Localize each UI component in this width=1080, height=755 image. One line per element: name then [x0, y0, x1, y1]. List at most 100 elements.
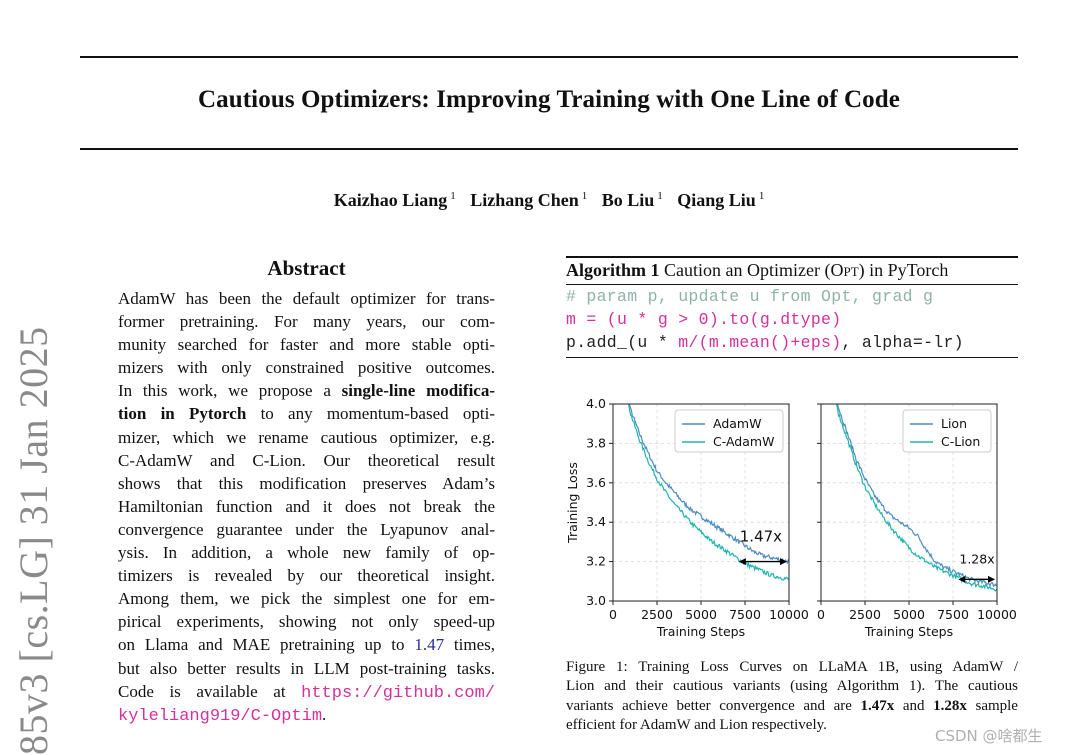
- caption-run: and: [894, 697, 934, 714]
- speedup-label: 1.47x: [740, 528, 782, 546]
- abstract-bold-run: single-line modifica-: [341, 381, 495, 401]
- author: Qiang Liu 1: [677, 190, 764, 210]
- bottom-rule: [80, 148, 1018, 150]
- author-name: Qiang Liu: [677, 190, 756, 210]
- abstract-line: AdamW has been the default optimizer for…: [118, 289, 495, 308]
- author: Bo Liu 1: [602, 190, 663, 210]
- training-loss-figure: 0 2500 5000 7500 10000 3.0 3.2 3.4 3.6 3.8 4.0 Trai…: [558, 392, 1028, 642]
- x-tick-label: 2500: [641, 607, 673, 622]
- series-line-adamw: [628, 404, 789, 565]
- abstract-line: on Llama and MAE pretraining up to 1.47 …: [118, 633, 495, 656]
- arxiv-stamp: 85v3 [cs.LG] 31 Jan 2025: [11, 326, 56, 755]
- caption-bold: 1.28x: [933, 697, 967, 714]
- abstract-line: Code is available at https://github.com/: [118, 680, 495, 703]
- abstract-line: Hamiltonian function and it does not bre…: [118, 496, 495, 516]
- caption-run: variants achieve better convergence and …: [566, 697, 861, 714]
- abstract-line: pirical experiments, showing not only sp…: [118, 612, 495, 632]
- x-tick-label: 0: [609, 607, 617, 622]
- affiliation-mark: 1: [657, 190, 663, 202]
- x-tick-label: 0: [817, 607, 825, 622]
- caption-line: Lion and their cautious variants (using …: [566, 678, 1018, 695]
- legend-label-lion: Lion: [941, 416, 967, 431]
- caption-line: variants achieve better convergence and …: [566, 697, 1018, 716]
- speedup-label: 1.28x: [959, 551, 994, 566]
- abstract-text-run: to any momentum-based opti-: [246, 404, 495, 424]
- top-rule: [80, 56, 1018, 58]
- author-list: Kaizhao Liang 1 Lizhang Chen 1 Bo Liu 1 Qia…: [80, 190, 1018, 211]
- x-tick-label: 2500: [849, 607, 881, 622]
- algorithm-caption-text: ) in PyTorch: [858, 260, 949, 280]
- abstract-line: mizers with only constrained positive ou…: [118, 358, 495, 378]
- algorithm-box: Algorithm 1 Caution an Optimizer (Opt) i…: [566, 256, 1018, 358]
- algorithm-bottom-rule: [566, 357, 1018, 358]
- x-axis-label: Training Steps: [864, 624, 953, 639]
- speedup-arrow-head-left: [738, 558, 746, 566]
- code-run-highlight: m/(m.mean()+eps): [678, 333, 842, 352]
- x-tick-label: 10000: [769, 607, 809, 622]
- speedup-number: 1.47: [414, 635, 445, 655]
- caption-bold: 1.47x: [860, 697, 895, 714]
- series-line-c-adamw: [628, 404, 789, 581]
- affiliation-mark: 1: [450, 190, 456, 202]
- paper-title: Cautious Optimizers: Improving Training …: [198, 86, 900, 113]
- abstract-line: former pretraining. For many years, our …: [118, 312, 495, 332]
- author: Kaizhao Liang 1: [334, 190, 456, 210]
- algorithm-mid-rule: [566, 284, 1018, 285]
- caption-run: sample: [966, 697, 1018, 714]
- y-tick-label: 3.4: [586, 514, 606, 529]
- x-tick-label: 7500: [937, 607, 969, 622]
- author: Lizhang Chen 1: [470, 190, 587, 210]
- github-link-continued[interactable]: kyleliang919/C-Optim: [118, 706, 323, 726]
- abstract-line: ysis. In addition, a whole new family of…: [118, 543, 495, 563]
- code-line-mask: m = (u * g > 0).to(g.dtype): [566, 310, 842, 329]
- abstract-line: but also better results in LLM post-trai…: [118, 658, 495, 678]
- abstract-text: AdamW has been the default optimizer for…: [118, 287, 495, 726]
- abstract-text-run: Code is available at: [118, 681, 302, 701]
- abstract-text-run: .: [322, 704, 327, 724]
- y-tick-label: 3.8: [586, 435, 606, 450]
- x-tick-label: 10000: [977, 607, 1017, 622]
- algorithm-label: Algorithm 1: [566, 260, 660, 280]
- abstract-text-run: In this work, we propose a: [118, 381, 342, 401]
- caption-line: efficient for AdamW and Lion respectivel…: [566, 717, 827, 734]
- code-line-update: p.add_(u * m/(m.mean()+eps), alpha=-lr): [566, 331, 1018, 354]
- abstract-line: tion in Pytorch to any momentum-based op…: [118, 402, 495, 425]
- abstract-line: In this work, we propose a single-line m…: [118, 379, 495, 402]
- abstract-line: shows that this modification preserves A…: [118, 473, 495, 493]
- speedup-arrow-head-left: [958, 575, 966, 583]
- algorithm-top-rule: [566, 256, 1018, 258]
- algorithm-caption-text: Caution an Optimizer (: [659, 260, 831, 280]
- github-link[interactable]: https://github.com/: [301, 683, 495, 703]
- legend-label-c-adamw: C-AdamW: [713, 434, 774, 449]
- abstract-bold-run: tion in Pytorch: [118, 404, 247, 424]
- affiliation-mark: 1: [581, 190, 588, 202]
- legend-label-c-lion: C-Lion: [941, 434, 980, 449]
- code-run: , alpha=-lr): [841, 333, 964, 352]
- abstract-line: timizers is revealed by our theoretical …: [118, 566, 495, 586]
- speedup-arrow-head-right: [988, 575, 995, 583]
- author-name: Lizhang Chen: [470, 190, 579, 210]
- y-tick-label: 3.2: [586, 554, 606, 569]
- y-tick-label: 3.0: [586, 593, 606, 608]
- abstract-line: convergence guarantee under the Lyapunov…: [118, 519, 495, 539]
- author-name: Kaizhao Liang: [333, 190, 448, 210]
- x-tick-label: 7500: [729, 607, 761, 622]
- speedup-arrow-head-right: [780, 558, 787, 566]
- series-line-c-lion: [836, 404, 997, 592]
- algorithm-caption: Algorithm 1 Caution an Optimizer (Opt) i…: [566, 258, 1018, 281]
- loss-charts-svg: 0 2500 5000 7500 10000 3.0 3.2 3.4 3.6 3.8 4.0 Trai…: [565, 396, 1017, 639]
- abstract-line: kyleliang919/C-Optim.: [118, 703, 495, 726]
- x-tick-label: 5000: [893, 607, 925, 622]
- abstract-line: C-AdamW and C-Lion. Our theoretical resu…: [118, 450, 495, 470]
- affiliation-mark: 1: [758, 190, 765, 202]
- code-line-comment: # param p, update u from Opt, grad g: [566, 287, 934, 306]
- abstract-text-run: times,: [444, 635, 495, 655]
- caption-line: Figure 1: Training Loss Curves on LLaMA …: [566, 659, 1018, 675]
- abstract-line: Among them, we pick the simplest one for…: [118, 589, 495, 609]
- x-axis-label: Training Steps: [656, 624, 745, 639]
- y-tick-label: 4.0: [586, 396, 606, 411]
- figure-caption: Figure 1: Training Loss Curves on LLaMA …: [566, 658, 1018, 736]
- x-tick-label: 5000: [685, 607, 717, 622]
- algorithm-caption-smallcaps: Opt: [830, 260, 859, 280]
- legend-label-adamw: AdamW: [713, 416, 761, 431]
